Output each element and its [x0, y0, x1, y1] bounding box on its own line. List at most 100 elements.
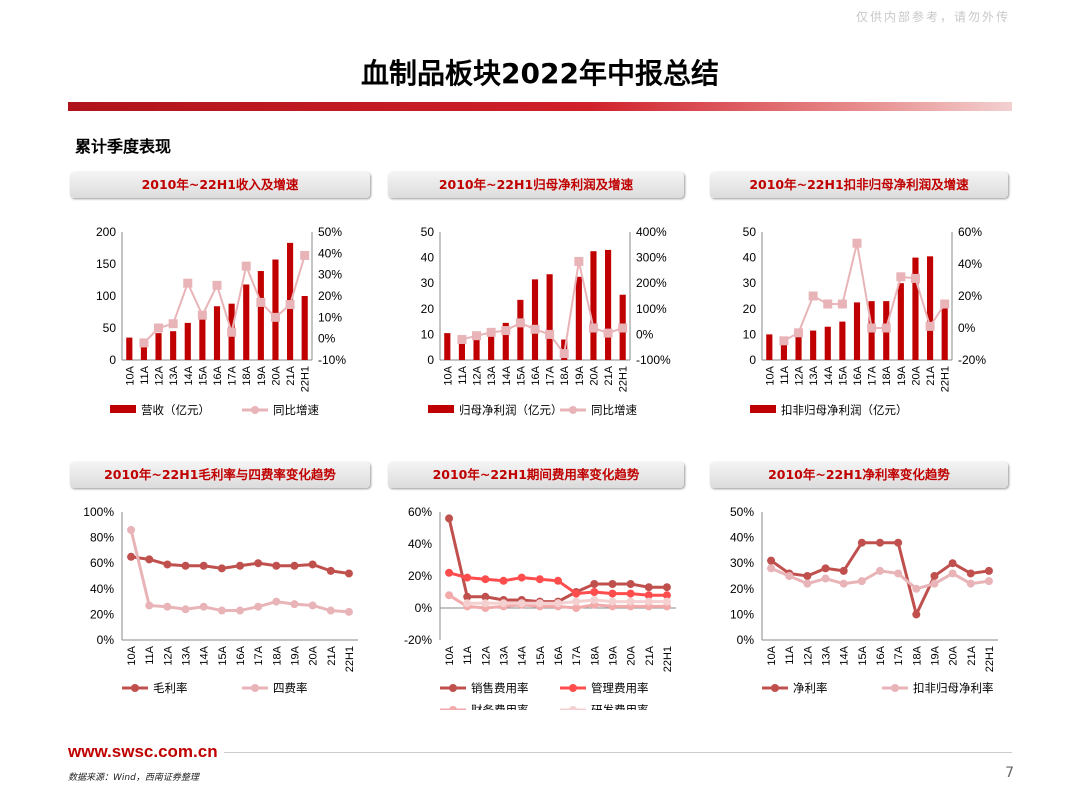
y2-tick-label: 200%	[636, 276, 667, 290]
x-tick-label: 13A	[808, 365, 820, 385]
y-tick-label: 20%	[90, 607, 114, 621]
growth-point	[603, 328, 613, 338]
growth-point	[867, 323, 877, 333]
bar	[170, 331, 177, 360]
x-tick-label: 12A	[472, 365, 484, 385]
y-tick-label: 20	[743, 302, 757, 316]
series-point	[608, 597, 617, 606]
x-tick-label: 15A	[535, 645, 547, 665]
x-tick-label: 20A	[270, 365, 282, 385]
bar	[517, 299, 524, 360]
series-point	[236, 606, 244, 615]
x-tick-label: 21A	[925, 365, 937, 385]
bar	[839, 321, 846, 360]
series-point	[199, 561, 208, 570]
x-tick-label: 10A	[766, 645, 778, 665]
series-point	[445, 514, 454, 523]
growth-point	[168, 319, 178, 329]
legend-swatch	[449, 684, 457, 692]
x-tick-label: 16A	[235, 645, 247, 665]
x-tick-label: 19A	[256, 365, 268, 385]
expense-chart: -20% 0% 20% 40% 60% 10A 11A 12A 13A 14A 15A 16A 17A 1…	[404, 505, 676, 710]
x-tick-label: 17A	[545, 365, 557, 385]
growth-point	[910, 273, 920, 283]
x-tick-label: 18A	[911, 645, 923, 665]
series-point	[272, 561, 281, 570]
y2-tick-label: 60%	[958, 225, 982, 239]
bar	[824, 326, 831, 360]
series-point	[644, 583, 653, 592]
growth-point	[472, 331, 482, 341]
series-point	[344, 569, 353, 578]
series-point	[912, 584, 921, 593]
legend-label: 扣非归母净利率	[913, 681, 994, 695]
series-point	[626, 589, 635, 598]
x-tick-label: 14A	[517, 645, 529, 665]
growth-point	[515, 318, 525, 328]
x-tick-label: 11A	[139, 365, 151, 384]
series-point	[163, 560, 172, 569]
y-tick-label: 40	[743, 251, 757, 265]
series-point	[912, 610, 921, 619]
footer-line	[68, 752, 1012, 753]
y-tick-label: 20	[421, 302, 435, 316]
y-tick-label: 60%	[408, 505, 432, 519]
bar	[213, 306, 221, 360]
series-point	[857, 538, 866, 547]
series-point	[626, 597, 635, 606]
growth-point	[227, 327, 237, 337]
x-tick-label: 12A	[480, 645, 492, 665]
x-tick-label: 11A	[462, 645, 474, 664]
series-point	[290, 561, 299, 570]
legend-swatch	[891, 684, 899, 692]
x-tick-label: 15A	[515, 365, 527, 385]
x-tick-label: 19A	[574, 365, 586, 385]
x-tick-label: 13A	[821, 645, 833, 665]
x-tick-label: 11A	[779, 365, 791, 384]
series-point	[984, 566, 993, 575]
y-tick-label: 0%	[415, 601, 433, 615]
x-tick-label: 12A	[802, 645, 814, 665]
growth-point	[139, 338, 149, 348]
bar	[184, 322, 191, 360]
growth-point	[530, 324, 540, 334]
x-tick-label: 17A	[571, 645, 583, 665]
x-tick-label: 10A	[124, 365, 136, 385]
series-point	[626, 580, 635, 588]
series-line	[447, 518, 667, 604]
watermark: 仅供内部参考，请勿外传	[855, 10, 1010, 24]
x-tick-label: 20A	[626, 645, 638, 665]
footer-url[interactable]: www.swsc.com.cn	[68, 742, 224, 762]
net-profit-chart: 0 10 20 30 40 50 -100% 0% 100% 200% 300% 400% 10A 11A…	[421, 225, 671, 417]
bar	[941, 307, 948, 360]
y-tick-label: 0%	[97, 633, 115, 647]
x-tick-label: 13A	[181, 645, 193, 665]
legend-swatch	[569, 684, 577, 692]
series-point	[608, 589, 617, 598]
growth-point	[618, 323, 628, 333]
growth-point	[256, 297, 266, 307]
x-tick-label: 22H1	[618, 366, 630, 392]
x-tick-label: 21A	[966, 645, 978, 665]
y-tick-label: 150	[96, 257, 116, 271]
x-tick-label: 16A	[553, 645, 565, 665]
series-point	[535, 575, 544, 584]
x-tick-label: 11A	[144, 645, 156, 664]
panel-header-net-margin: 2010年~22H1净利率变化趋势	[710, 462, 1008, 488]
growth-point	[154, 323, 164, 333]
series-point	[236, 561, 244, 570]
bar	[531, 279, 539, 360]
footer-source: 数据来源：Wind，西南证券整理	[68, 773, 199, 783]
x-tick-label: 12A	[154, 365, 166, 385]
series-point	[554, 599, 562, 608]
y-tick-label: 50	[421, 225, 435, 239]
x-tick-label: 11A	[784, 645, 796, 664]
bar	[140, 345, 147, 360]
growth-point	[808, 291, 818, 301]
y-tick-label: 200	[96, 225, 116, 239]
x-tick-label: 16A	[875, 645, 887, 665]
x-tick-label: 22H1	[984, 646, 996, 672]
y-tick-label: 40	[421, 251, 435, 265]
x-tick-label: 10A	[444, 645, 456, 665]
legend-swatch	[569, 706, 577, 710]
